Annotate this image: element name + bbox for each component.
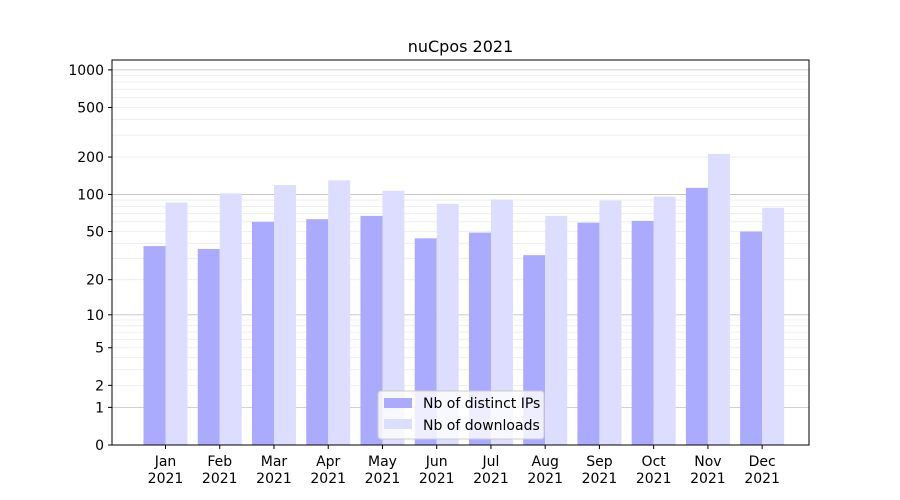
x-tick-label: Apr 2021 [310, 454, 346, 487]
bar [545, 215, 568, 445]
x-tick-label: Mar 2021 [256, 454, 292, 487]
x-tick-label: Jun 2021 [419, 454, 455, 487]
x-tick-label: Jan 2021 [148, 454, 184, 487]
bar [306, 219, 329, 445]
y-tick-label: 50 [86, 225, 104, 241]
y-tick-label: 5 [95, 341, 104, 357]
bar [577, 222, 600, 445]
chart-title: nuCpos 2021 [408, 37, 514, 56]
bar [328, 180, 351, 445]
x-tick-label: Oct 2021 [636, 454, 672, 487]
bar [490, 199, 513, 445]
legend-label-downloads: Nb of downloads [423, 418, 540, 434]
bar [360, 215, 383, 445]
bar [707, 153, 730, 445]
bar [143, 246, 166, 445]
y-tick-label: 1 [95, 400, 104, 416]
bar [762, 207, 785, 445]
bar [653, 196, 676, 445]
plot-frame [111, 59, 810, 446]
bar [740, 231, 763, 445]
legend-swatch-ips [384, 398, 412, 408]
y-tick-label: 20 [86, 273, 104, 289]
x-tick-label: Sep 2021 [582, 454, 618, 487]
x-tick-label: Nov 2021 [690, 454, 726, 487]
y-tick-label: 500 [77, 100, 104, 116]
bar [382, 190, 405, 445]
bar [436, 203, 459, 445]
y-tick-label: 0 [95, 438, 104, 454]
legend-swatch-downloads [384, 419, 412, 429]
y-tick-label: 200 [77, 150, 104, 166]
x-tick-label: May 2021 [365, 454, 401, 487]
legend-label-ips: Nb of distinct IPs [423, 396, 540, 412]
x-tick-label: Aug 2021 [527, 454, 563, 487]
y-tick-label: 2 [95, 378, 104, 394]
y-axis: 0 1 2 5 10 20 50 100 200 500 1000 [68, 63, 112, 454]
x-tick-label: Dec 2021 [744, 454, 780, 487]
bar [599, 200, 622, 445]
bars [143, 153, 785, 445]
legend-frame [377, 390, 545, 440]
x-tick-label: Jul 2021 [473, 454, 509, 487]
bar [251, 221, 274, 445]
bar [273, 185, 296, 445]
y-tick-label: 100 [77, 187, 104, 203]
bar [165, 202, 188, 445]
bar [685, 187, 708, 445]
legend: Nb of distinct IPs Nb of downloads [377, 390, 545, 440]
x-tick-label: Feb 2021 [202, 454, 238, 487]
bar [197, 248, 220, 445]
y-tick-label: 1000 [68, 63, 104, 79]
bar [219, 193, 242, 445]
bar [631, 220, 654, 445]
x-axis: Jan 2021 Feb 2021 Mar 2021 Apr 2021 May 2021 Jun 20… [148, 445, 780, 487]
y-tick-label: 10 [86, 308, 104, 324]
